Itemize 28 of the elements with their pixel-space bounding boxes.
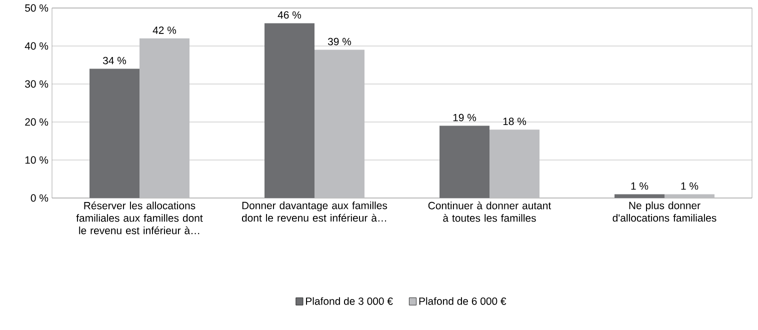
x-tick-label: Ne plus donner d'allocations familiales [612,202,716,222]
x-tick-label: Continuer à donner autant à toutes les familles [428,202,552,222]
bar [90,68,140,198]
y-tick-label: 30 % [25,80,48,88]
data-label: 46 % [278,11,302,19]
y-tick-label: 50 % [25,4,48,12]
bar [264,23,315,198]
data-label: 42 % [152,26,176,34]
bar [140,38,190,198]
y-tick-label: 10 % [25,156,48,164]
x-tick-label: Réserver les allocations familiales aux familles dont le revenu est inférieur à… [76,202,203,234]
x-tick-label: Donner davantage aux familles dont le revenu est inférieur à… [242,202,388,222]
bar [314,50,365,198]
bar [614,194,665,198]
data-label: 39 % [328,38,352,46]
data-label: 18 % [503,118,526,126]
y-tick-label: 0 % [30,194,48,202]
bar [440,126,490,198]
legend-label: Plafond de 6 000 € [419,297,506,305]
data-label: 34 % [102,56,126,64]
data-label: 19 % [453,114,476,122]
bar [664,194,715,198]
y-tick-label: 20 % [25,118,48,126]
data-label: 1 % [631,182,648,190]
y-tick-label: 40 % [24,42,48,50]
bar [490,130,540,198]
data-label: 1 % [681,182,698,190]
legend-label: Plafond de 3 000 € [306,297,393,305]
